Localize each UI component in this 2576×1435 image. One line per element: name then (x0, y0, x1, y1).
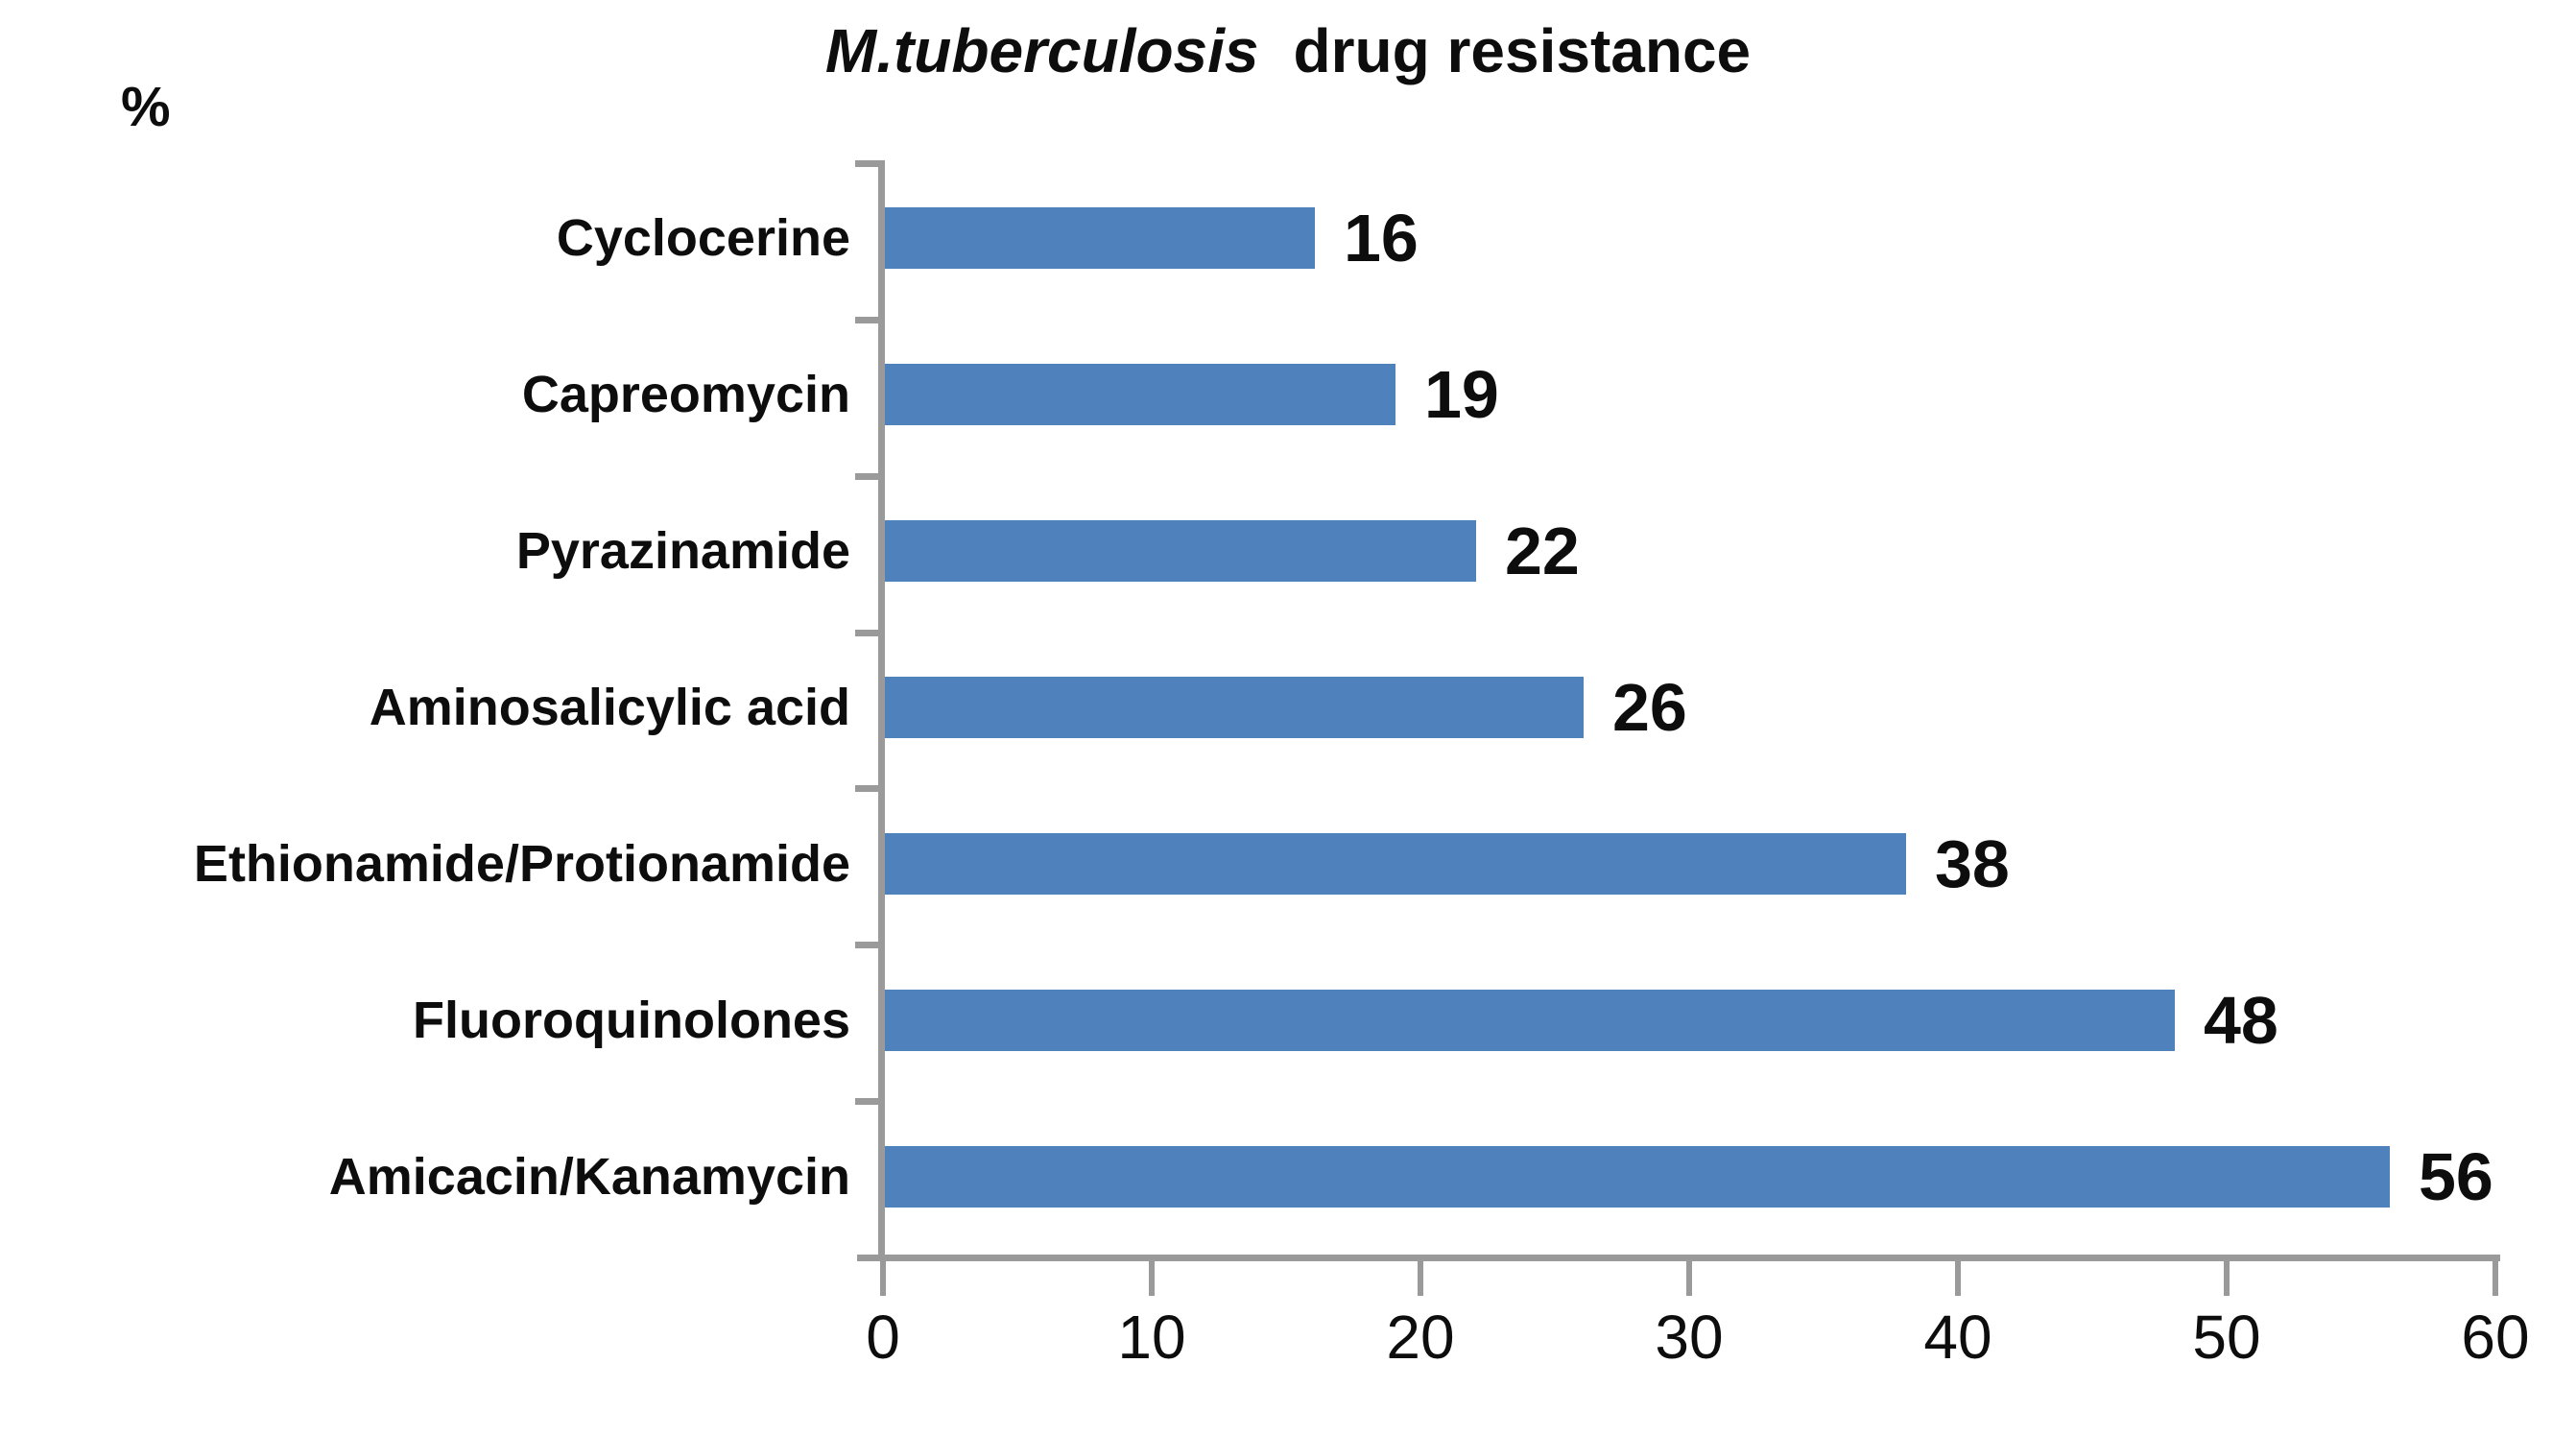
x-tick-mark (2493, 1261, 2498, 1296)
y-axis-line (878, 160, 885, 1261)
y-tick-mark (855, 317, 880, 323)
category-label: Aminosalicylic acid (369, 679, 850, 736)
category-label: Fluoroquinolones (413, 992, 850, 1049)
bar-value-label: 26 (1612, 670, 1687, 745)
category-label: Amicacin/Kanamycin (328, 1148, 850, 1206)
x-tick-label: 60 (2461, 1303, 2530, 1372)
bar-value-label: 16 (1344, 201, 1419, 275)
bar (885, 207, 1315, 269)
x-tick-mark (1955, 1261, 1961, 1296)
x-tick-label: 30 (1655, 1303, 1724, 1372)
y-tick-mark (855, 1098, 880, 1105)
x-tick-label: 50 (2192, 1303, 2261, 1372)
y-axis-unit-label: % (121, 76, 171, 138)
bar (885, 833, 1906, 895)
y-tick-mark (855, 942, 880, 948)
bar-value-label: 19 (1424, 357, 1499, 432)
y-tick-mark (855, 630, 880, 636)
bar (885, 677, 1584, 738)
bar (885, 990, 2175, 1051)
x-tick-mark (1149, 1261, 1155, 1296)
bar (885, 364, 1395, 425)
x-tick-label: 10 (1117, 1303, 1186, 1372)
x-axis-line (857, 1255, 2500, 1261)
bar-value-label: 22 (1505, 514, 1580, 588)
bar-value-label: 48 (2204, 983, 2278, 1058)
bar (885, 1146, 2390, 1208)
y-tick-mark (855, 160, 880, 167)
bar (885, 520, 1476, 582)
x-tick-mark (2224, 1261, 2230, 1296)
category-label: Pyrazinamide (515, 522, 850, 580)
chart-title-species: M.tuberculosis (824, 16, 1259, 85)
x-tick-mark (1686, 1261, 1692, 1296)
x-tick-label: 40 (1923, 1303, 1992, 1372)
bar-value-label: 56 (2419, 1139, 2493, 1214)
category-label: Ethionamide/Protionamide (193, 835, 850, 893)
y-tick-mark (855, 473, 880, 480)
x-tick-mark (880, 1261, 886, 1296)
category-label: Cyclocerine (556, 209, 850, 267)
x-tick-label: 20 (1386, 1303, 1455, 1372)
chart-title: M.tuberculosis drug resistance (0, 15, 2576, 86)
bar-value-label: 38 (1935, 826, 2010, 901)
x-tick-label: 0 (866, 1303, 900, 1372)
x-tick-mark (1418, 1261, 1423, 1296)
y-tick-mark (855, 785, 880, 792)
chart-title-rest: drug resistance (1293, 16, 1752, 85)
category-label: Capreomycin (521, 366, 850, 423)
